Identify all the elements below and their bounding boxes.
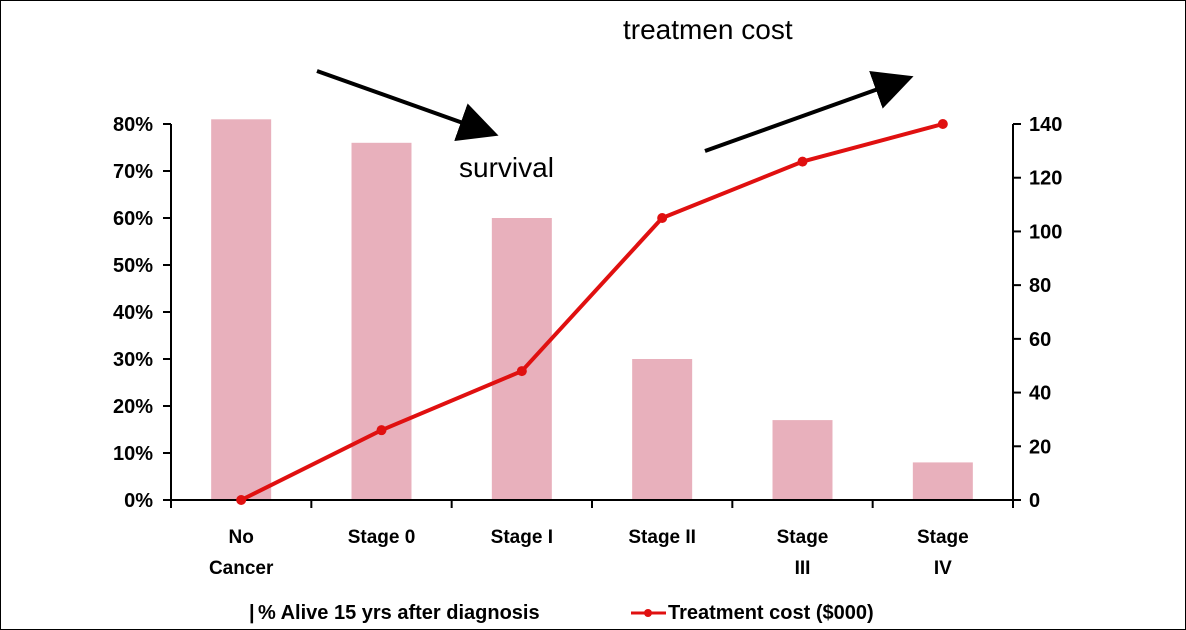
y-left-tick-label: 20% <box>113 396 153 418</box>
x-category-label: Stage IV <box>917 527 969 579</box>
x-category-label: No Cancer <box>209 527 274 579</box>
y-right-tick-label: 40 <box>1029 383 1051 405</box>
x-category-label: Stage I <box>491 527 553 548</box>
cost-point-5 <box>937 119 948 129</box>
y-right-tick-label: 0 <box>1029 490 1040 512</box>
line-layer <box>236 119 948 505</box>
cost-point-4 <box>797 156 808 167</box>
x-category-label: Stage 0 <box>348 527 416 548</box>
y-left-tick-label: 30% <box>113 349 153 371</box>
bar-4 <box>772 420 833 500</box>
cost-up-arrow <box>704 70 914 153</box>
y-right-tick-label: 60 <box>1029 329 1051 351</box>
annotation-cost: treatmen cost <box>623 14 793 45</box>
legend-bar-marker: | <box>249 602 255 624</box>
annotation-survival: survival <box>459 152 554 183</box>
bar-0 <box>211 119 272 501</box>
y-left-tick-label: 10% <box>113 443 153 465</box>
legend-line-marker <box>644 609 652 617</box>
cost-line <box>240 122 944 502</box>
y-left-tick-label: 0% <box>124 490 153 512</box>
bar-3 <box>632 359 693 500</box>
y-right-tick-label: 100 <box>1029 221 1062 243</box>
bars-layer <box>211 119 973 501</box>
x-category-label: Stage III <box>777 527 829 579</box>
y-right-tick-label: 20 <box>1029 436 1051 458</box>
legend: | % Alive 15 yrs after diagnosis Treatme… <box>249 602 874 624</box>
bar-1 <box>351 142 412 501</box>
cost-point-2 <box>516 366 527 377</box>
survival-down-arrow <box>316 69 499 142</box>
bar-2 <box>491 218 552 500</box>
y-right-tick-label: 140 <box>1029 114 1062 136</box>
y-left-tick-label: 40% <box>113 302 153 324</box>
y-left-tick-label: 60% <box>113 208 153 230</box>
y-left-tick-label: 70% <box>113 161 153 183</box>
axes-layer: 0% 10% 20% 30% 40% 50% 60% 70% 80% 0 20 40 60 80 100 12… <box>113 114 1062 579</box>
x-category-label: Stage II <box>628 527 696 548</box>
y-left-tick-label: 80% <box>113 114 153 136</box>
y-left-tick-label: 50% <box>113 255 153 277</box>
cost-point-0 <box>236 495 247 505</box>
y-right-tick-label: 120 <box>1029 168 1062 190</box>
cost-point-1 <box>376 425 387 436</box>
cost-point-3 <box>657 213 668 223</box>
legend-bar-label: % Alive 15 yrs after diagnosis <box>258 602 540 624</box>
legend-line-label: Treatment cost ($000) <box>668 602 874 624</box>
bar-5 <box>912 462 973 500</box>
y-right-tick-label: 80 <box>1029 275 1051 297</box>
